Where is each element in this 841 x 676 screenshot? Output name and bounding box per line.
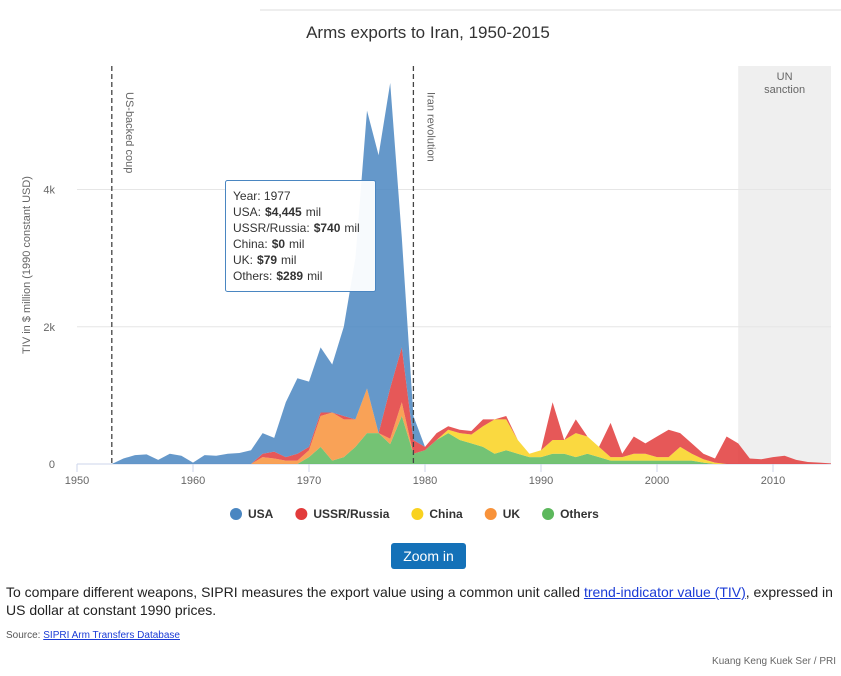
legend-marker xyxy=(295,508,308,520)
x-tick-label: 2000 xyxy=(645,475,669,487)
label-line: UN xyxy=(777,71,793,83)
tooltip-value: $740 xyxy=(314,221,341,235)
legend: USA USSR/Russia China UK Others xyxy=(230,507,599,521)
legend-marker xyxy=(484,508,497,520)
tooltip-unit: mil xyxy=(289,237,304,251)
chart-title: Arms exports to Iran, 1950-2015 xyxy=(306,23,550,42)
tooltip-unit: mil xyxy=(344,221,359,235)
area xyxy=(77,415,831,464)
plot-line-label: US-backed coup xyxy=(123,92,135,173)
plot-band-label: UN sanction xyxy=(764,71,805,96)
tooltip-row: USSR/Russia: $740 mil xyxy=(233,221,360,235)
tooltip-box xyxy=(225,180,376,292)
tooltip-row: UK: $79 mil xyxy=(233,253,296,267)
source-label: Source: xyxy=(6,630,41,641)
tooltip-row: Others: $289 mil xyxy=(233,269,322,283)
x-tick-label: 2010 xyxy=(761,475,785,487)
y-tick-label: 2k xyxy=(43,322,55,334)
x-tick-label: 1960 xyxy=(181,475,205,487)
label-line: sanction xyxy=(764,84,805,96)
tooltip-unit: mil xyxy=(307,269,322,283)
tooltip-label: Others: xyxy=(233,269,272,283)
plot-line-label: Iran revolution xyxy=(424,92,436,162)
tooltip-row: USA: $4,445 mil xyxy=(233,205,321,219)
credit: Kuang Keng Kuek Ser / PRI xyxy=(712,656,836,667)
chart: Arms exports to Iran, 1950-2015 TIV in $… xyxy=(21,9,841,521)
source: Source: SIPRI Arm Transfers Database xyxy=(6,630,180,641)
legend-label: USA xyxy=(248,507,274,521)
note-text: To compare different weapons, SIPRI meas… xyxy=(6,584,584,600)
legend-label: Others xyxy=(560,507,599,521)
y-tick-label: 0 xyxy=(49,459,55,471)
y-tick-label: 4k xyxy=(43,185,55,197)
y-axis-title: TIV in $ million (1990 constant USD) xyxy=(21,176,33,354)
zoom-button[interactable]: Zoom in xyxy=(391,543,466,569)
x-tick-label: 1990 xyxy=(529,475,553,487)
legend-label: USSR/Russia xyxy=(313,507,389,521)
tooltip-row: China: $0 mil xyxy=(233,237,304,251)
tooltip-value: $289 xyxy=(276,269,303,283)
tooltip-label: UK: xyxy=(233,253,253,267)
tooltip-title: Year: 1977 xyxy=(233,189,291,203)
legend-marker xyxy=(230,508,242,520)
tooltip-value: $79 xyxy=(257,253,277,267)
legend-marker xyxy=(411,508,424,520)
plot-band xyxy=(738,66,831,464)
legend-label: UK xyxy=(503,507,521,521)
tooltip-label: USA: xyxy=(233,205,261,219)
tooltip-value: $4,445 xyxy=(265,205,302,219)
legend-marker xyxy=(542,508,555,520)
legend-label: China xyxy=(429,507,463,521)
tooltip-unit: mil xyxy=(281,253,296,267)
note-text: , expressed in US dollar at constant 199… xyxy=(6,584,833,618)
note-link[interactable]: trend-indicator value (TIV) xyxy=(583,584,746,600)
x-tick-label: 1980 xyxy=(413,475,437,487)
tooltip-value: $0 xyxy=(272,237,286,251)
tooltip-unit: mil xyxy=(306,205,321,219)
source-link[interactable]: SIPRI Arm Transfers Database xyxy=(43,630,180,641)
x-tick-label: 1970 xyxy=(297,475,321,487)
tooltip-label: China: xyxy=(233,237,268,251)
area xyxy=(77,82,831,464)
x-tick-label: 1950 xyxy=(65,475,89,487)
tooltip-label: USSR/Russia: xyxy=(233,221,310,235)
note: To compare different weapons, SIPRI meas… xyxy=(6,583,836,619)
